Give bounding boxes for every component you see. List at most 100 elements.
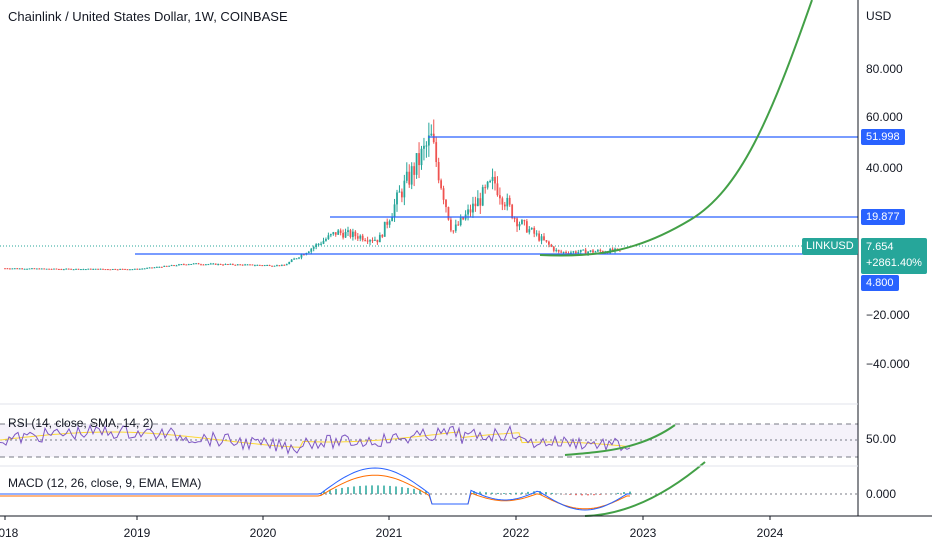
- candle-up: [295, 258, 298, 260]
- candle-up: [570, 252, 572, 254]
- candle-down: [241, 264, 244, 266]
- candle-up: [332, 232, 335, 235]
- candle-up: [359, 235, 362, 239]
- rsi-label[interactable]: RSI (14, close, SMA, 14, 2): [8, 416, 154, 430]
- candle-up: [31, 268, 33, 270]
- candle-down: [151, 267, 153, 269]
- candle-down: [303, 254, 305, 256]
- time-tick-label: 2019: [124, 526, 151, 540]
- candle-up: [420, 148, 423, 166]
- symbol-badge[interactable]: LINKUSD: [802, 238, 858, 255]
- candle-down: [58, 268, 60, 270]
- macd-signal-line: [0, 474, 631, 510]
- candle-up: [192, 263, 195, 265]
- candle-up: [180, 264, 183, 266]
- candle-down: [543, 236, 545, 241]
- candle-up: [244, 264, 246, 266]
- candle-down: [499, 195, 501, 199]
- candle-down: [104, 269, 107, 271]
- candle-up: [322, 240, 325, 244]
- candle-up: [300, 254, 303, 258]
- candle-up: [119, 268, 122, 270]
- candle-up: [594, 251, 597, 253]
- candle-up: [143, 268, 146, 270]
- candle-up: [423, 145, 425, 149]
- candle-down: [251, 264, 254, 266]
- candle-up: [254, 265, 256, 267]
- candle-down: [268, 265, 271, 267]
- candle-down: [611, 248, 614, 252]
- candle-down: [501, 198, 504, 205]
- candle-up: [129, 269, 131, 271]
- price-tick-label: 80.000: [866, 62, 903, 76]
- rsi-projection-curve: [564, 424, 676, 456]
- candle-up: [579, 249, 582, 252]
- candle-down: [77, 268, 80, 270]
- candle-down: [445, 199, 447, 208]
- candle-up: [327, 235, 330, 240]
- candle-down: [442, 188, 445, 200]
- price-change: +2861.40%: [866, 257, 922, 269]
- macd-label[interactable]: MACD (12, 26, close, 9, EMA, EMA): [8, 476, 202, 490]
- candle-up: [229, 263, 232, 265]
- candle-up: [28, 268, 31, 270]
- time-tick-label: 2021: [376, 526, 403, 540]
- candle-up: [62, 269, 65, 271]
- candle-down: [214, 263, 217, 265]
- candle-down: [457, 224, 460, 226]
- candle-down: [523, 220, 526, 222]
- candle-down: [249, 264, 251, 266]
- candle-up: [168, 265, 171, 267]
- candle-down: [185, 264, 188, 266]
- candle-down: [43, 268, 46, 270]
- candle-up: [476, 198, 479, 207]
- price-tick-label: −40.000: [866, 357, 910, 371]
- candle-up: [156, 266, 158, 268]
- candle-down: [401, 191, 403, 198]
- candle-down: [200, 264, 202, 266]
- candle-up: [18, 268, 21, 270]
- candle-down: [450, 219, 452, 231]
- candle-up: [65, 268, 68, 270]
- candle-up: [153, 267, 156, 269]
- candle-up: [410, 166, 413, 185]
- candle-up: [290, 259, 293, 262]
- candle-down: [70, 268, 73, 270]
- candle-down: [533, 227, 536, 234]
- candle-down: [107, 269, 109, 271]
- candle-up: [481, 187, 484, 206]
- candle-up: [396, 192, 398, 205]
- candle-down: [565, 251, 567, 254]
- candle-down: [222, 264, 224, 266]
- candle-down: [435, 142, 438, 163]
- time-tick-label: 2018: [0, 526, 19, 540]
- candle-down: [48, 268, 50, 270]
- candle-down: [121, 268, 124, 270]
- candle-up: [163, 265, 166, 267]
- candle-up: [427, 135, 430, 146]
- candle-down: [16, 268, 19, 270]
- candle-down: [356, 236, 359, 239]
- candle-down: [437, 162, 440, 181]
- candle-down: [584, 249, 587, 254]
- candle-down: [366, 240, 369, 242]
- candle-down: [197, 263, 200, 265]
- macd-pane: [0, 467, 631, 511]
- candle-up: [352, 231, 354, 237]
- candle-down: [283, 264, 286, 266]
- candle-up: [491, 176, 494, 181]
- candle-down: [89, 268, 92, 270]
- candle-up: [256, 264, 259, 266]
- candle-down: [21, 268, 24, 270]
- candle-up: [92, 268, 95, 270]
- candle-down: [339, 230, 342, 233]
- rsi-tick-label: 50.00: [866, 432, 896, 446]
- time-tick-label: 2022: [503, 526, 530, 540]
- candle-up: [23, 268, 26, 270]
- candle-down: [354, 231, 357, 237]
- candle-down: [33, 268, 36, 270]
- candle-up: [40, 268, 43, 270]
- candle-down: [548, 241, 550, 245]
